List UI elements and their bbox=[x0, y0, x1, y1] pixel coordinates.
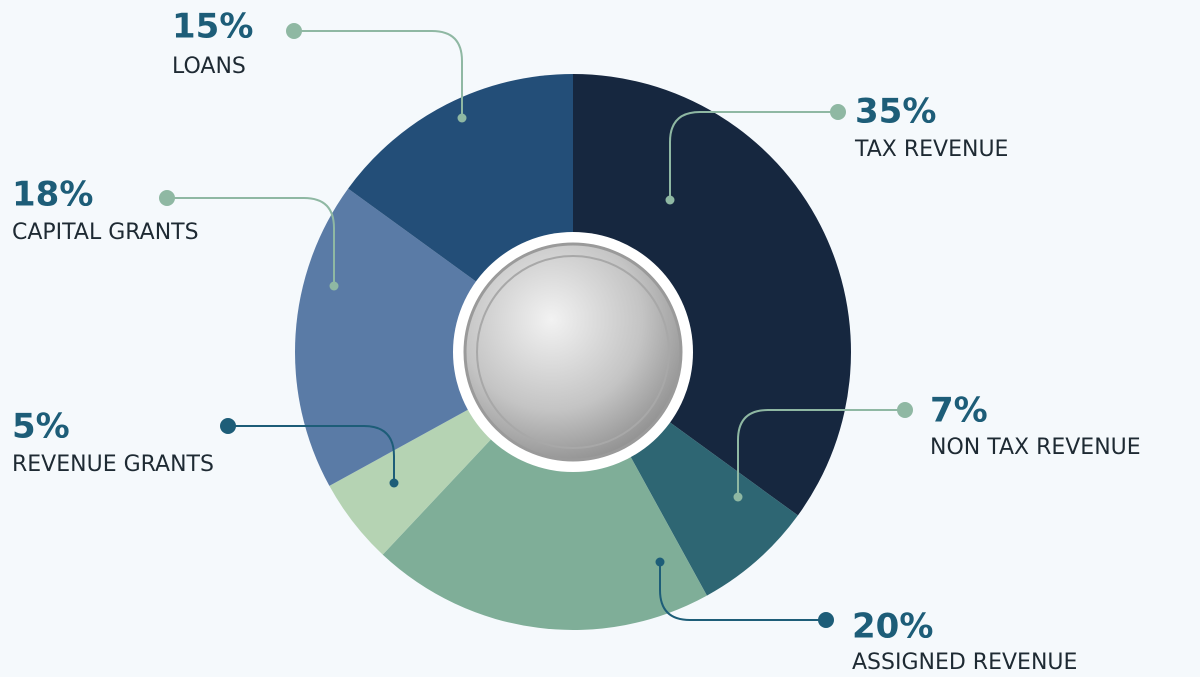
value-label: 5% bbox=[12, 407, 70, 447]
slice-label: TAX REVENUE bbox=[854, 137, 1008, 162]
leader-line bbox=[669, 111, 838, 200]
leader-end bbox=[389, 478, 399, 488]
leader-dot bbox=[897, 402, 913, 418]
leader-end bbox=[329, 281, 339, 291]
value-label: 15% bbox=[172, 7, 253, 47]
leader-line bbox=[659, 562, 826, 621]
leader-dot bbox=[159, 190, 175, 206]
slice-label: CAPITAL GRANTS bbox=[12, 220, 199, 245]
value-label: 35% bbox=[855, 92, 936, 132]
leader-dot bbox=[286, 23, 302, 39]
slices bbox=[295, 74, 851, 631]
slice-label: ASSIGNED REVENUE bbox=[852, 650, 1077, 675]
leader-end bbox=[457, 113, 467, 123]
coin-inner bbox=[476, 255, 670, 449]
leader-end bbox=[655, 557, 665, 567]
slice-label: LOANS bbox=[172, 54, 246, 79]
leader-dot bbox=[220, 418, 236, 434]
labels: 35% TAX REVENUE 7% NON TAX REVENUE 20% ASSIGN… bbox=[12, 7, 1141, 676]
leader-dot bbox=[830, 104, 846, 120]
slice bbox=[295, 188, 573, 486]
value-label: 18% bbox=[12, 175, 93, 215]
leader-line bbox=[294, 30, 463, 118]
leader-line bbox=[228, 425, 395, 483]
value-label: 7% bbox=[930, 391, 988, 431]
leader-dot bbox=[818, 612, 834, 628]
leader-end bbox=[733, 492, 743, 502]
leader-line bbox=[737, 409, 905, 497]
slice-label: NON TAX REVENUE bbox=[930, 435, 1141, 460]
slice-label: REVENUE GRANTS bbox=[12, 452, 214, 477]
coin bbox=[463, 242, 683, 462]
slice bbox=[382, 352, 707, 631]
leader-line bbox=[167, 197, 335, 286]
slice bbox=[573, 74, 851, 516]
leader-end bbox=[665, 195, 675, 205]
value-label: 20% bbox=[852, 607, 933, 647]
